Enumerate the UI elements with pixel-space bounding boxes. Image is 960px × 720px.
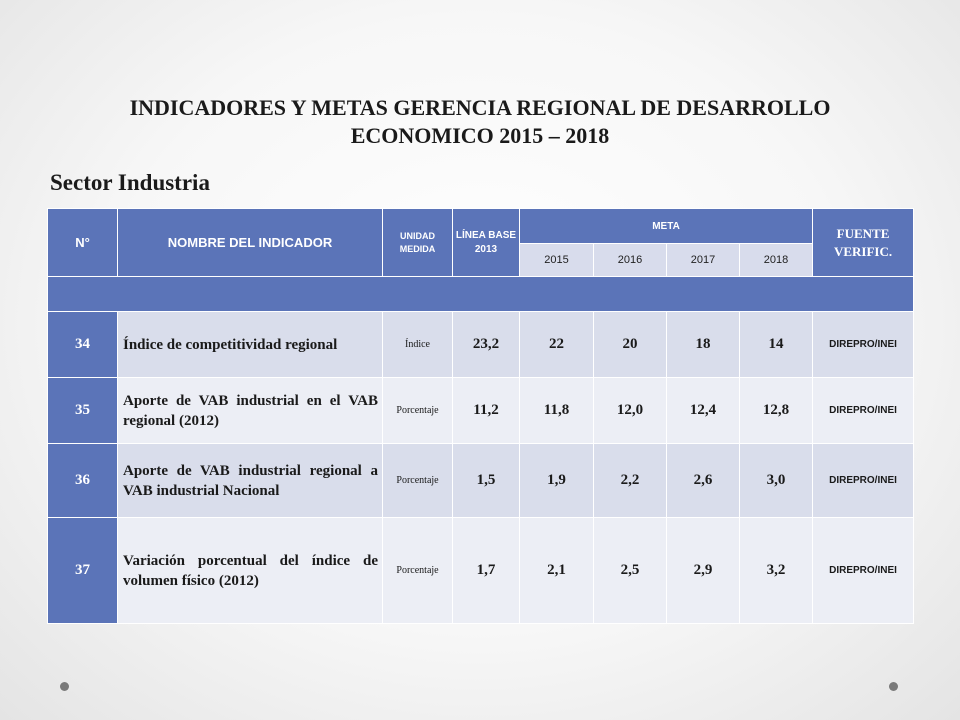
indicator-unit: Porcentaje	[382, 377, 453, 444]
meta-2018: 14	[738, 311, 814, 378]
header-number: N°	[47, 208, 118, 277]
table-row: 34 Índice de competitividad regional Índ…	[47, 311, 915, 378]
indicator-name: Aporte de VAB industrial en el VAB regio…	[117, 377, 383, 444]
decorative-dot-right	[889, 682, 898, 691]
indicator-name: Variación porcentual del índice de volum…	[117, 517, 383, 624]
header-year-2015: 2015	[519, 243, 594, 277]
baseline-value: 1,7	[452, 517, 520, 624]
meta-2017: 18	[666, 311, 740, 378]
meta-2018: 12,8	[738, 377, 814, 444]
row-number: 35	[47, 377, 118, 444]
meta-2016: 2,5	[593, 517, 667, 624]
row-number: 34	[47, 311, 118, 378]
meta-2018: 3,2	[738, 517, 814, 624]
page-title: INDICADORES Y METAS GERENCIA REGIONAL DE…	[129, 95, 831, 148]
source-value: DIREPRO/INEI	[812, 377, 915, 444]
source-value: DIREPRO/INEI	[812, 311, 915, 378]
indicator-unit: Porcentaje	[382, 517, 453, 624]
table-row: 37 Variación porcentual del índice de vo…	[47, 517, 915, 624]
source-value: DIREPRO/INEI	[812, 517, 915, 624]
meta-2017: 2,9	[666, 517, 740, 624]
header-year-2017: 2017	[666, 243, 740, 277]
indicator-unit: Índice	[382, 311, 453, 378]
meta-2017: 2,6	[666, 443, 740, 518]
header-year-2016: 2016	[593, 243, 667, 277]
indicator-name: Índice de competitividad regional	[117, 311, 383, 378]
indicator-name: Aporte de VAB industrial regional a VAB …	[117, 443, 383, 518]
header-spacer-row	[46, 276, 915, 312]
baseline-value: 11,2	[452, 377, 520, 444]
meta-2015: 22	[519, 311, 594, 378]
baseline-value: 1,5	[452, 443, 520, 518]
header-year-2018: 2018	[738, 243, 814, 277]
meta-2016: 20	[593, 311, 667, 378]
header-baseline: LÍNEA BASE 2013	[452, 208, 520, 277]
row-number: 36	[47, 443, 118, 518]
table-row: 36 Aporte de VAB industrial regional a V…	[47, 443, 915, 518]
meta-2018: 3,0	[738, 443, 814, 518]
meta-2015: 1,9	[519, 443, 594, 518]
indicators-table: N° NOMBRE DEL INDICADOR UNIDAD MEDIDA LÍ…	[46, 208, 915, 624]
header-unit: UNIDAD MEDIDA	[382, 208, 453, 277]
source-value: DIREPRO/INEI	[812, 443, 915, 518]
table-row: 35 Aporte de VAB industrial en el VAB re…	[47, 377, 915, 444]
header-source: FUENTE VERIFIC.	[812, 208, 915, 277]
section-title: Sector Industria	[50, 170, 210, 195]
meta-2015: 11,8	[519, 377, 594, 444]
decorative-dot-left	[60, 682, 69, 691]
meta-2016: 12,0	[593, 377, 667, 444]
meta-2017: 12,4	[666, 377, 740, 444]
meta-2016: 2,2	[593, 443, 667, 518]
header-indicator-name: NOMBRE DEL INDICADOR	[117, 208, 383, 277]
baseline-value: 23,2	[452, 311, 520, 378]
row-number: 37	[47, 517, 118, 624]
header-meta: META	[518, 208, 814, 244]
meta-2015: 2,1	[519, 517, 594, 624]
indicator-unit: Porcentaje	[382, 443, 453, 518]
